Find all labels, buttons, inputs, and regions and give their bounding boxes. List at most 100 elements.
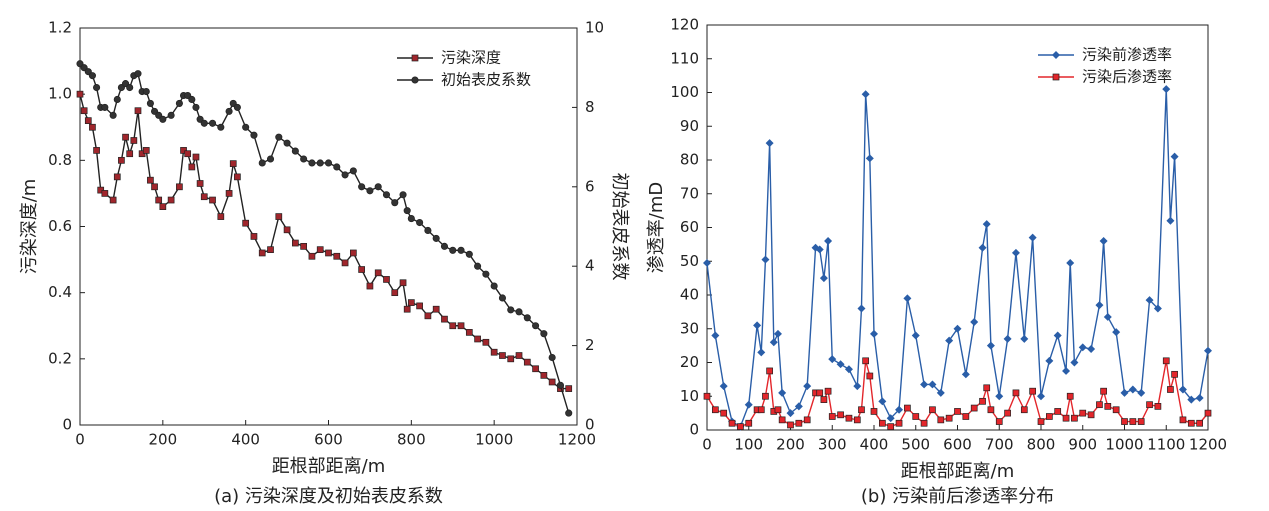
point (540, 330, 548, 338)
point (316, 159, 324, 167)
point (1012, 389, 1020, 397)
y-tick-label: 0.6 (48, 217, 72, 235)
point (515, 352, 523, 359)
point (1195, 393, 1204, 402)
point (283, 139, 291, 147)
point (1078, 343, 1087, 352)
point (341, 171, 349, 179)
point (1003, 334, 1012, 343)
x-tick-label: 1200 (1189, 436, 1227, 454)
caption: (b) 污染前后渗透率分布 (861, 486, 1054, 507)
point (778, 416, 786, 424)
point (1196, 419, 1204, 427)
point (122, 133, 129, 141)
y-axis-label: 污染深度/m (19, 179, 40, 275)
x-tick-label: 900 (1068, 436, 1097, 454)
point (499, 352, 506, 359)
point (382, 191, 391, 199)
point (866, 372, 874, 380)
x-tick-label: 700 (985, 436, 1014, 454)
point (929, 406, 936, 414)
y2-tick-label: 10 (585, 19, 604, 37)
point (1112, 406, 1120, 414)
point (1103, 312, 1112, 321)
point (403, 305, 411, 313)
point (242, 219, 250, 227)
point (853, 382, 862, 391)
legend-label: 污染后渗透率 (1082, 68, 1172, 86)
point (870, 329, 878, 338)
point (374, 183, 382, 191)
point (217, 123, 225, 131)
x-tick-label: 400 (231, 431, 260, 449)
point (540, 372, 548, 379)
point (703, 392, 711, 400)
point (728, 419, 736, 427)
point (383, 276, 390, 283)
x-tick-label: 100 (734, 436, 763, 454)
point (886, 414, 895, 423)
point (795, 419, 803, 427)
point (1095, 301, 1104, 310)
point (532, 322, 540, 330)
point (1045, 413, 1053, 420)
point (548, 353, 556, 362)
series-line (79, 63, 570, 414)
point (200, 119, 208, 127)
point (565, 385, 573, 392)
point (266, 155, 275, 163)
point (229, 160, 237, 167)
point (80, 107, 88, 115)
point (515, 308, 523, 316)
point (1170, 152, 1179, 161)
point (291, 147, 299, 155)
point (1137, 418, 1145, 425)
point (482, 338, 490, 346)
y2-axis-label: 初始表皮系数 (609, 173, 630, 281)
point (711, 406, 719, 414)
point (1120, 388, 1129, 397)
legend-label: 污染深度 (441, 49, 501, 67)
point (979, 397, 986, 405)
point (523, 314, 531, 322)
point (1100, 387, 1107, 395)
point (333, 163, 341, 171)
point (870, 408, 878, 415)
point (449, 322, 457, 330)
point (565, 409, 573, 417)
point (1129, 418, 1137, 425)
point (142, 147, 150, 154)
point (316, 246, 324, 254)
y-tick-label: 1.2 (48, 19, 72, 37)
point (225, 190, 233, 197)
point (761, 255, 770, 264)
point (986, 341, 995, 350)
point (937, 416, 945, 424)
point (787, 421, 794, 429)
y2-tick-label: 2 (585, 336, 595, 354)
y-tick-label: 30 (680, 319, 699, 337)
point (720, 409, 728, 417)
x-tick-label: 1100 (1147, 436, 1185, 454)
point (523, 358, 531, 366)
y2-tick-label: 4 (585, 257, 595, 275)
y-tick-label: 0.4 (48, 283, 72, 301)
point (507, 355, 515, 363)
point (1029, 387, 1037, 395)
point (142, 87, 150, 96)
point (118, 156, 125, 164)
legend-label: 污染前渗透率 (1082, 46, 1172, 64)
y-tick-label: 40 (680, 286, 699, 304)
point (292, 239, 299, 247)
point (1020, 334, 1029, 343)
point (1153, 304, 1162, 313)
point (482, 270, 490, 278)
point (794, 402, 803, 411)
point (134, 70, 142, 78)
point (978, 243, 987, 252)
point (837, 411, 844, 419)
point (769, 338, 778, 347)
point (1154, 403, 1162, 410)
point (209, 196, 216, 204)
